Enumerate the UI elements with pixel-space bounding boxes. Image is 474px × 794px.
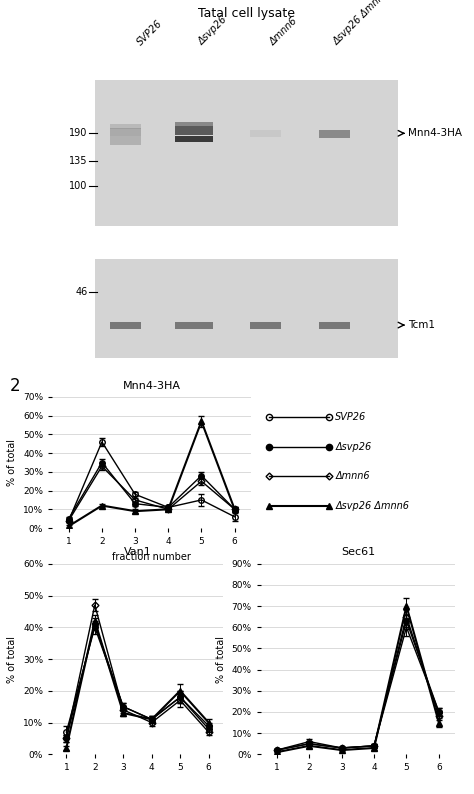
Text: Δsvp26 Δmnn6: Δsvp26 Δmnn6	[332, 0, 391, 48]
Text: 135: 135	[69, 156, 88, 166]
Bar	[95, 80, 398, 226]
Text: SVP26: SVP26	[135, 18, 164, 48]
Text: Mnn4-3HA: Mnn4-3HA	[408, 129, 462, 138]
Y-axis label: % of total: % of total	[216, 635, 226, 683]
Bar	[175, 322, 213, 329]
Title: Sec61: Sec61	[341, 547, 375, 557]
Bar	[175, 126, 213, 135]
Bar	[250, 322, 281, 329]
Text: 2: 2	[9, 377, 20, 395]
Bar	[319, 129, 350, 137]
Text: 190: 190	[69, 129, 88, 138]
Text: Δsvp26: Δsvp26	[335, 441, 371, 452]
Text: Δmnn6: Δmnn6	[268, 16, 300, 48]
Text: Δsvp26 Δmnn6: Δsvp26 Δmnn6	[335, 501, 409, 511]
Text: Tcm1: Tcm1	[408, 320, 435, 330]
Bar	[110, 128, 141, 136]
Bar	[110, 124, 141, 129]
Text: Δsvp26: Δsvp26	[197, 15, 229, 48]
Text: Δmnn6: Δmnn6	[335, 471, 370, 480]
Bar	[110, 136, 141, 145]
Bar	[250, 130, 281, 137]
Bar	[175, 136, 213, 142]
Y-axis label: % of total: % of total	[8, 635, 18, 683]
Bar	[110, 322, 141, 329]
Bar	[175, 121, 213, 126]
Title: Van1: Van1	[124, 547, 151, 557]
Bar	[319, 322, 350, 329]
Y-axis label: % of total: % of total	[8, 439, 18, 486]
X-axis label: fraction number: fraction number	[112, 552, 191, 561]
Text: 46: 46	[75, 287, 88, 297]
Title: Mnn4-3HA: Mnn4-3HA	[123, 380, 181, 391]
Text: Tatal cell lysate: Tatal cell lysate	[198, 7, 295, 21]
Bar	[95, 260, 398, 358]
Text: SVP26: SVP26	[335, 411, 366, 422]
Text: 100: 100	[69, 181, 88, 191]
